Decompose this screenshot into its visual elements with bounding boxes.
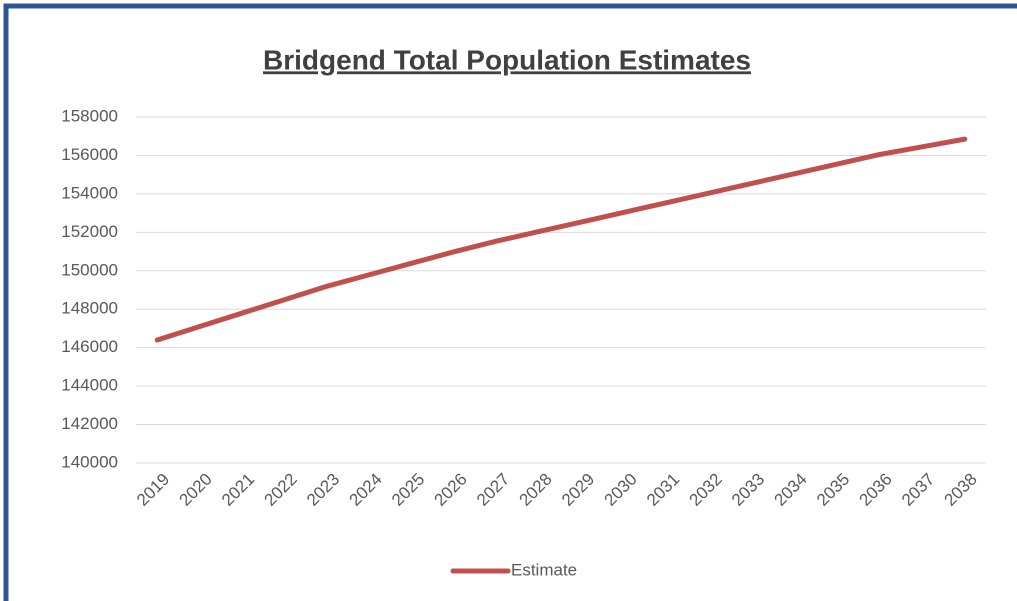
- legend-label: Estimate: [511, 560, 577, 579]
- y-tick-label: 140000: [61, 452, 118, 471]
- y-tick-label: 154000: [61, 183, 118, 202]
- y-tick-label: 144000: [61, 376, 118, 395]
- y-tick-label: 148000: [61, 299, 118, 318]
- y-tick-label: 142000: [61, 414, 118, 433]
- y-tick-label: 158000: [61, 106, 118, 125]
- series-line: [154, 136, 968, 343]
- frame: [3, 3, 1017, 601]
- y-tick-label: 146000: [61, 337, 118, 356]
- y-tick-label: 152000: [61, 222, 118, 241]
- chart-title: Bridgend Total Population Estimates: [263, 44, 751, 75]
- y-tick-label: 150000: [61, 260, 118, 279]
- y-tick-label: 156000: [61, 145, 118, 164]
